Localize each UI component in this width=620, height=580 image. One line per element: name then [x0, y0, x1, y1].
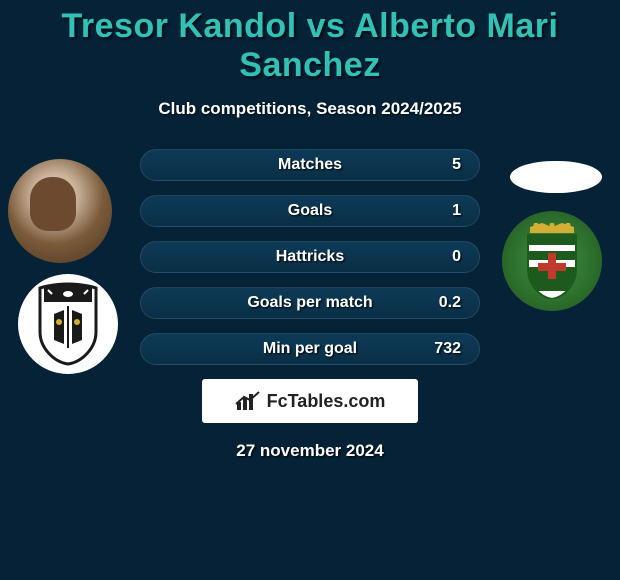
stat-label: Hattricks: [141, 248, 479, 266]
albacete-shield-icon: [32, 282, 104, 366]
stats-rows: Matches 5 Goals 1 Hattricks 0 Goals per …: [140, 149, 480, 365]
page-subtitle: Club competitions, Season 2024/2025: [0, 99, 620, 119]
stat-row-matches: Matches 5: [140, 149, 480, 181]
infographic-root: Tresor Kandol vs Alberto Mari Sanchez Cl…: [0, 0, 620, 580]
stat-label: Matches: [141, 156, 479, 174]
player-left-avatar: [8, 159, 112, 263]
cordoba-shield-icon: [520, 223, 584, 299]
page-title: Tresor Kandol vs Alberto Mari Sanchez: [0, 7, 620, 85]
content-area: Matches 5 Goals 1 Hattricks 0 Goals per …: [0, 149, 620, 461]
club-left-badge: [18, 274, 118, 374]
stat-value-right: 732: [434, 340, 461, 358]
brand-text: FcTables.com: [267, 391, 386, 412]
stat-value-right: 5: [452, 156, 461, 174]
stat-row-goals-per-match: Goals per match 0.2: [140, 287, 480, 319]
brand-badge: FcTables.com: [202, 379, 418, 423]
club-right-badge: [502, 211, 602, 311]
stat-row-hattricks: Hattricks 0: [140, 241, 480, 273]
player-right-avatar-placeholder: [510, 161, 602, 193]
stat-value-right: 0: [452, 248, 461, 266]
date-line: 27 november 2024: [0, 441, 620, 461]
stat-value-right: 0.2: [439, 294, 461, 312]
stat-label: Goals per match: [141, 294, 479, 312]
stat-row-goals: Goals 1: [140, 195, 480, 227]
stat-label: Goals: [141, 202, 479, 220]
stat-row-min-per-goal: Min per goal 732: [140, 333, 480, 365]
stat-label: Min per goal: [141, 340, 479, 358]
bar-chart-icon: [235, 390, 261, 412]
stat-value-right: 1: [452, 202, 461, 220]
